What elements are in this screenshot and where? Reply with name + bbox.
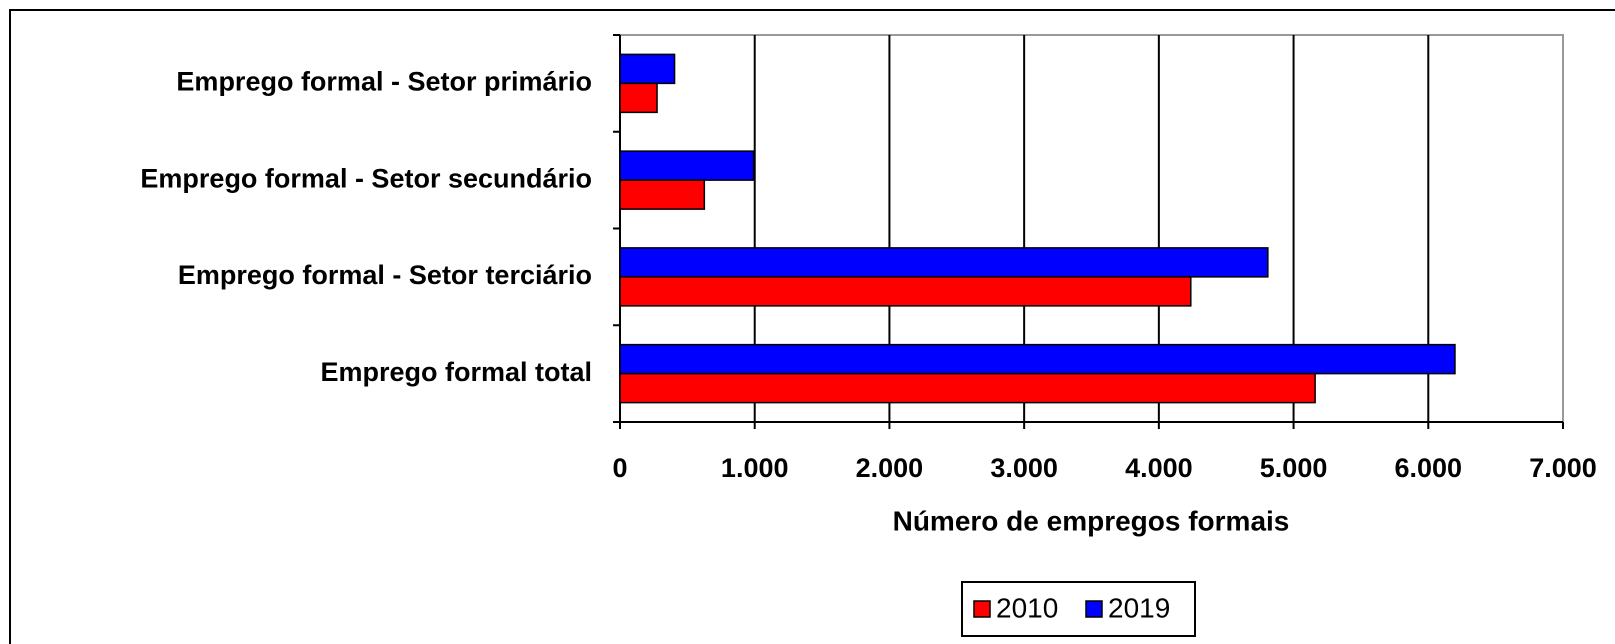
y-tick-label: Emprego formal - Setor secundário [140, 163, 592, 193]
x-axis-title: Número de empregos formais [893, 505, 1290, 536]
bar [619, 150, 755, 181]
legend-box [961, 581, 1196, 637]
x-tick-label: 2.000 [856, 453, 924, 483]
x-tick-label: 5.000 [1260, 453, 1328, 483]
y-tick-label: Emprego formal - Setor terciário [178, 260, 592, 290]
bar [619, 276, 1192, 307]
legend-swatch [1085, 600, 1103, 618]
y-tick-label: Emprego formal - Setor primário [176, 67, 592, 97]
x-tick-label: 3.000 [990, 453, 1058, 483]
y-tick-label: Emprego formal total [320, 357, 592, 387]
x-tick-label: 4.000 [1125, 453, 1193, 483]
x-tick-label: 1.000 [721, 453, 789, 483]
x-tick-label: 6.000 [1394, 453, 1462, 483]
bar [619, 82, 658, 114]
chart-frame [9, 9, 1615, 644]
bar [619, 372, 1316, 404]
x-tick-label: 7.000 [1529, 453, 1597, 483]
legend-label: 2019 [1108, 592, 1170, 623]
bar [619, 53, 676, 85]
x-tick-label: 0 [612, 453, 627, 483]
bar [619, 343, 1456, 375]
legend-swatch [973, 600, 991, 618]
legend-label: 2010 [996, 592, 1058, 623]
bar [619, 179, 706, 210]
bar [619, 247, 1269, 278]
